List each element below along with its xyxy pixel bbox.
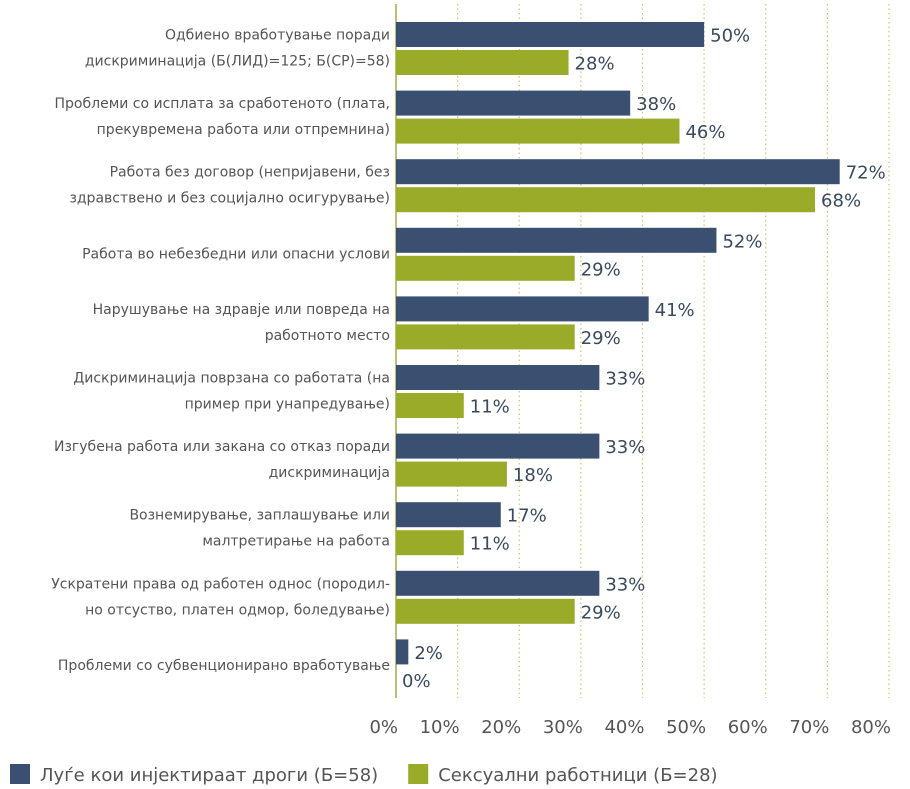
value-label: 29% (581, 328, 621, 349)
bar (396, 159, 840, 185)
bar (396, 365, 600, 390)
bar (396, 187, 816, 213)
value-label: 38% (636, 94, 676, 115)
category-label: малтретирање на работа (202, 534, 390, 550)
bar (396, 433, 600, 459)
value-label: 28% (575, 54, 615, 75)
bar (396, 255, 575, 281)
value-label: 17% (507, 506, 547, 527)
bar (396, 393, 464, 418)
bar (396, 22, 705, 47)
value-label: 50% (710, 26, 750, 47)
value-label: 52% (722, 231, 762, 252)
x-tick-label: 70% (789, 717, 829, 738)
category-label: Нарушување на здравје или повреда на (93, 302, 390, 318)
category-label: Дискриминација поврзана со работата (на (73, 371, 390, 387)
category-label: дискриминација (269, 465, 390, 481)
value-label: 72% (846, 163, 886, 184)
value-label: 11% (470, 534, 510, 555)
value-label: 29% (581, 259, 621, 280)
category-label: Проблеми со субвенционирано вработување (58, 658, 390, 674)
bar (396, 90, 631, 116)
bar (396, 324, 575, 350)
category-label: Изгубена работа или закана со отказ пора… (54, 439, 390, 455)
x-tick-label: 30% (543, 717, 583, 738)
bar (396, 227, 717, 253)
legend-label: Сексуални работници (Б=28) (438, 765, 717, 786)
value-label: 33% (605, 369, 645, 390)
value-label: 18% (513, 465, 553, 486)
category-label: дискриминација (Б(ЛИД)=125; Б(СР)=58) (85, 54, 390, 70)
category-label: пример при унапредување) (185, 397, 390, 413)
x-tick-label: 50% (666, 717, 706, 738)
bar (396, 296, 649, 322)
x-tick-label: 40% (604, 717, 644, 738)
category-label: но отсуство, платен одмор, боледување) (85, 602, 390, 618)
value-label: 68% (821, 191, 861, 212)
value-label: 2% (414, 643, 443, 664)
value-label: 29% (581, 602, 621, 623)
legend-swatch (10, 764, 30, 784)
bar (396, 639, 409, 665)
bar (396, 461, 507, 487)
legend-swatch (408, 764, 429, 784)
x-tick-label: 0% (369, 717, 398, 738)
category-label: здравствено и без социјално осигурување) (69, 191, 390, 207)
x-tick-label: 60% (728, 717, 768, 738)
bar (396, 50, 569, 75)
value-label: 41% (655, 300, 695, 321)
bar (396, 598, 575, 624)
category-label: работното место (265, 328, 390, 344)
value-label: 33% (605, 437, 645, 458)
category-label: Ускратени права од работен однос (породи… (51, 576, 390, 592)
category-label: Одбиено вработување поради (165, 28, 390, 44)
bar (396, 502, 501, 528)
category-label: Работа без договор (непријавени, без (110, 165, 390, 181)
bar (396, 118, 680, 144)
bar (396, 530, 464, 556)
value-label: 46% (685, 122, 725, 143)
x-tick-label: 20% (481, 717, 521, 738)
legend-label: Луѓе кои инјектираат дроги (Б=58) (40, 765, 378, 786)
category-label: Работа во небезбедни или опасни услови (82, 246, 390, 262)
x-tick-label: 10% (420, 717, 460, 738)
category-label: прекувремена работа или отпремнина) (97, 122, 390, 138)
value-label: 11% (470, 397, 510, 418)
bar (396, 570, 600, 596)
value-label: 33% (605, 574, 645, 595)
value-label: 0% (402, 671, 431, 692)
x-tick-label: 80% (851, 717, 891, 738)
category-label: Проблеми со исплата за сработеното (плат… (55, 96, 390, 112)
category-label: Вознемирување, заплашување или (129, 508, 390, 524)
